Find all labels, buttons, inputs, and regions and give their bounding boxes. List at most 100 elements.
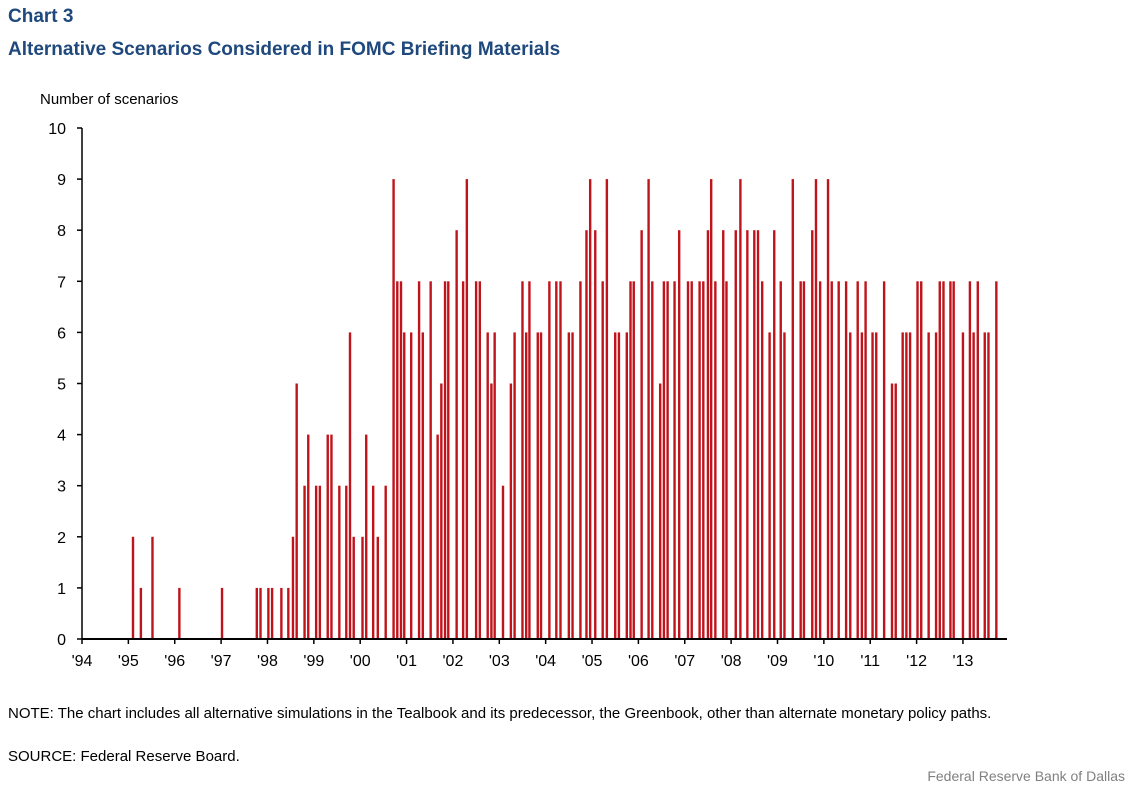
- bar: [417, 281, 421, 639]
- bar: [916, 281, 919, 639]
- bar: [403, 332, 406, 639]
- bar-chart: 0 1 2 3 4 5 6 7 8 9 10 '94 '95 '96 '97 '98 '99 '00 '01 '02 '…: [48, 121, 1007, 670]
- bar: [698, 281, 701, 639]
- bar: [267, 587, 270, 639]
- y-tick-label: 10: [48, 121, 66, 138]
- x-tick-label: '10: [813, 653, 834, 670]
- bar: [647, 179, 650, 639]
- x-tick-label: '02: [442, 653, 463, 670]
- bar: [486, 332, 489, 639]
- bar: [976, 281, 979, 639]
- bar: [392, 179, 395, 639]
- bar: [949, 281, 952, 639]
- bar: [614, 332, 617, 639]
- bar: [348, 332, 352, 639]
- bar: [371, 485, 375, 639]
- bar: [690, 281, 693, 639]
- bar: [536, 332, 539, 639]
- bar: [409, 332, 413, 639]
- bar: [601, 281, 604, 639]
- x-tick-label: '01: [396, 653, 417, 670]
- x-tick-label: '05: [582, 653, 603, 670]
- bar: [307, 434, 310, 639]
- bar: [968, 281, 972, 639]
- bar: [287, 587, 290, 639]
- bar: [314, 485, 318, 639]
- bar: [259, 587, 262, 639]
- bar: [447, 281, 450, 639]
- bar: [465, 179, 469, 639]
- bar: [983, 332, 986, 639]
- x-tick-label: '06: [628, 653, 649, 670]
- bar: [338, 485, 341, 639]
- x-tick-label: '03: [489, 653, 510, 670]
- y-axis-label: Number of scenarios: [40, 91, 179, 108]
- bar: [768, 332, 771, 639]
- y-tick-label: 0: [57, 632, 66, 649]
- bar: [478, 281, 482, 639]
- bar: [927, 332, 930, 639]
- y-tick-label: 3: [57, 479, 66, 496]
- bar: [352, 536, 355, 639]
- bar: [658, 383, 662, 639]
- x-tick-label: '07: [674, 653, 695, 670]
- bar: [585, 230, 588, 639]
- bar: [905, 332, 908, 639]
- y-tick-label: 2: [57, 530, 66, 547]
- bar: [818, 281, 822, 639]
- bar: [799, 281, 802, 639]
- bar: [291, 536, 295, 639]
- x-tick-label: '08: [721, 653, 742, 670]
- x-tick-label: '11: [860, 653, 880, 670]
- y-tick-label: 1: [57, 581, 66, 598]
- bar: [548, 281, 551, 639]
- bar: [783, 332, 786, 639]
- bar: [837, 281, 840, 639]
- bar: [528, 281, 531, 639]
- bar: [151, 536, 154, 639]
- bar: [455, 230, 458, 639]
- bar: [632, 281, 635, 639]
- bar: [875, 332, 878, 639]
- bar: [849, 332, 852, 639]
- x-tick-label: '04: [535, 653, 556, 670]
- bar: [871, 332, 874, 639]
- bar: [734, 230, 737, 639]
- bar: [461, 281, 465, 639]
- x-tick-label: '12: [906, 653, 927, 670]
- bar: [920, 281, 923, 639]
- bar: [722, 230, 725, 639]
- bar: [399, 281, 403, 639]
- bar: [908, 332, 912, 639]
- bar: [811, 230, 814, 639]
- bar: [501, 485, 505, 639]
- bar: [709, 179, 713, 639]
- credit: Federal Reserve Bank of Dallas: [927, 768, 1125, 784]
- bar: [178, 587, 181, 639]
- bar: [952, 281, 955, 639]
- x-tick-label: '97: [211, 653, 232, 670]
- chart-title: Alternative Scenarios Considered in FOMC…: [8, 39, 561, 60]
- bar: [326, 434, 329, 639]
- bar: [791, 179, 794, 639]
- y-tick-label: 5: [57, 377, 66, 394]
- bar: [421, 332, 424, 639]
- axes-group: 0 1 2 3 4 5 6 7 8 9 10 '94 '95 '96 '97 '98 '99 '00 '01 '02 '…: [48, 121, 1007, 670]
- bar: [396, 281, 399, 639]
- bar: [139, 587, 143, 639]
- x-tick-label: '95: [118, 653, 139, 670]
- bar: [605, 179, 609, 639]
- bar: [539, 332, 543, 639]
- bar: [702, 281, 705, 639]
- bar: [882, 281, 886, 639]
- bar: [429, 281, 432, 639]
- bar: [894, 383, 897, 639]
- bar: [131, 536, 135, 639]
- y-tick-label: 8: [57, 223, 66, 240]
- bar: [524, 332, 528, 639]
- bar: [629, 281, 632, 639]
- bar: [559, 281, 562, 639]
- x-tick-label: '96: [164, 653, 185, 670]
- bar: [961, 332, 965, 639]
- bar: [555, 281, 558, 639]
